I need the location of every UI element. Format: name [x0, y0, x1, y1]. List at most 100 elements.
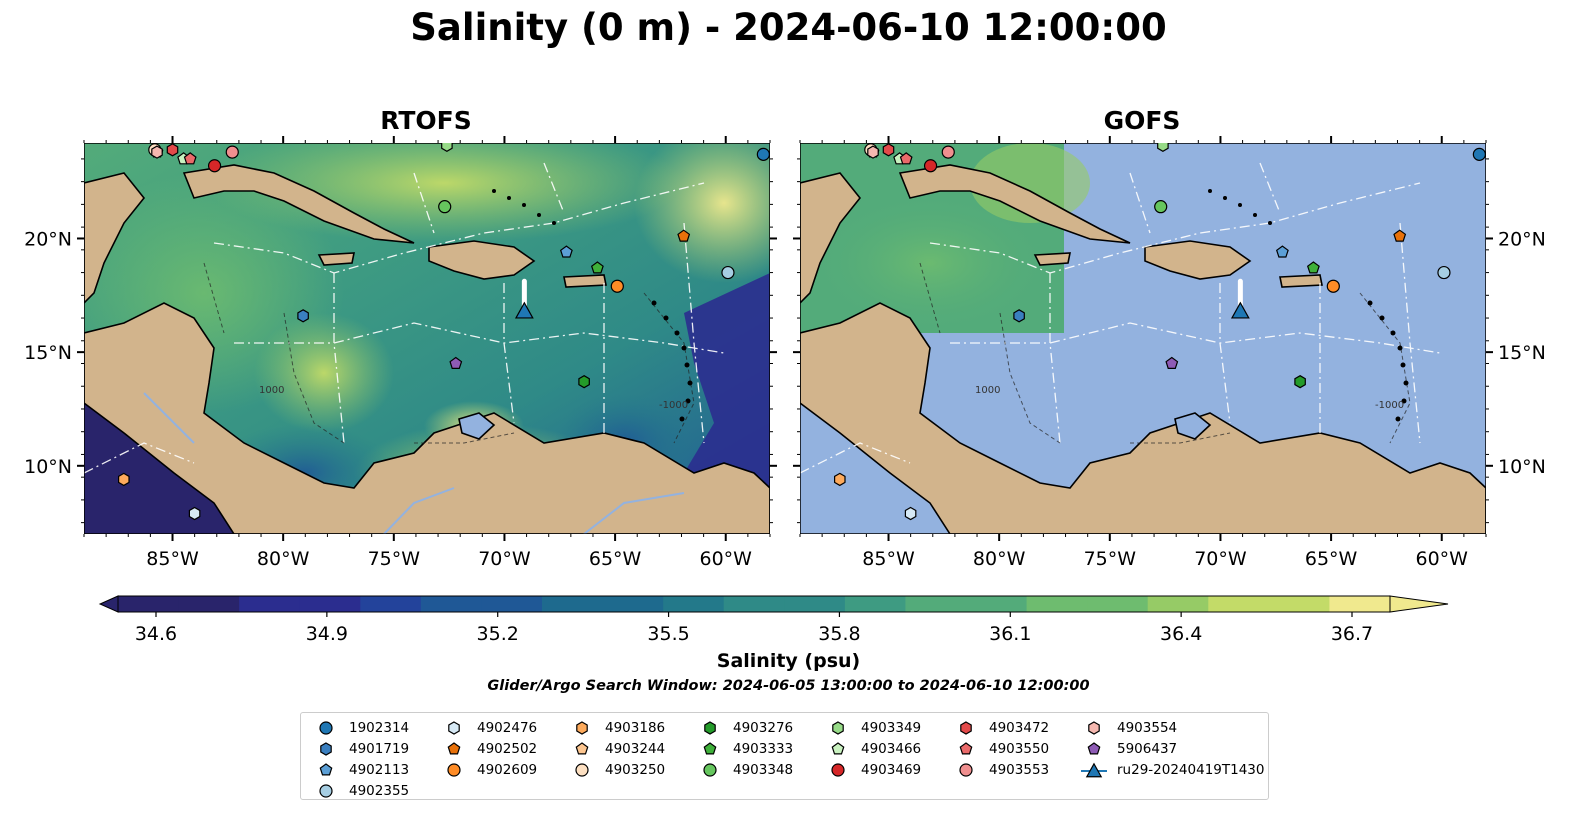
legend-marker-icon: [575, 741, 589, 754]
observation-marker-4903349: [1157, 143, 1169, 152]
observation-marker-4903553: [225, 145, 239, 159]
legend-label: 4903186: [605, 719, 666, 736]
rtofs-land: [84, 164, 770, 534]
observation-marker-4903469: [207, 159, 222, 173]
legend-item: 4902476: [441, 717, 537, 738]
legend-item: 4903553: [953, 759, 1049, 780]
legend-column: 4903276 4903333 4903348: [697, 717, 793, 780]
legend-item: 1902314: [313, 717, 409, 738]
y-tick-label: 15°N: [1498, 342, 1546, 364]
y-tick-label: 15°N: [24, 342, 72, 364]
legend-item: 4901719: [313, 738, 409, 759]
observation-marker-4902609: [1326, 279, 1340, 293]
legend: 1902314 4901719 4902113 4902355 4902476 49025…: [300, 712, 1269, 800]
observation-marker-4903554: [151, 145, 163, 159]
legend-item: 4903333: [697, 738, 793, 759]
legend-label: 4903348: [733, 761, 794, 778]
colorbar-tick-label: 35.8: [818, 623, 860, 645]
legend-marker-icon: [703, 741, 717, 754]
rtofs-observation-markers: [117, 143, 770, 521]
legend-marker-icon: [831, 741, 845, 754]
observation-marker-1902314: [1472, 147, 1486, 161]
legend-label: 1902314: [349, 719, 410, 736]
observation-marker-4903553: [941, 145, 955, 159]
colorbar-tick-label: 35.2: [477, 623, 519, 645]
legend-item: 4903276: [697, 717, 793, 738]
legend-marker-icon: [959, 741, 973, 754]
legend-label: 4903349: [861, 719, 922, 736]
legend-label: 4903469: [861, 761, 922, 778]
observation-marker-4903186: [117, 472, 130, 487]
observation-marker-ru29-20240419T1430: [514, 301, 534, 319]
legend-label: 4902355: [349, 782, 410, 799]
observation-marker-4903333: [590, 261, 604, 274]
legend-marker-icon: [575, 762, 589, 777]
colorbar-tick-label: 35.5: [647, 623, 689, 645]
observation-marker-4903333: [1306, 261, 1320, 274]
legend-marker-icon: [704, 720, 716, 735]
colorbar-tick-label: 36.7: [1331, 623, 1373, 645]
gofs-observation-markers: [833, 143, 1486, 521]
y-tick-label: 20°N: [24, 228, 72, 250]
search-window-note: Glider/Argo Search Window: 2024-06-05 13…: [487, 678, 1090, 694]
legend-column: 4903554 5906437 ru29-20240419T1430: [1081, 717, 1264, 780]
legend-marker-icon: [832, 720, 844, 735]
observation-marker-4902476: [904, 506, 917, 521]
observation-marker-4901719: [297, 309, 309, 323]
legend-marker-icon: [960, 720, 972, 735]
legend-label: 4902502: [477, 740, 538, 757]
legend-marker-icon: [1088, 720, 1100, 735]
colorbar-tick-label: 36.4: [1160, 623, 1202, 645]
observation-marker-4903554: [867, 145, 879, 159]
observation-marker-4902113: [559, 245, 573, 258]
colorbar-tick-label: 36.1: [989, 623, 1031, 645]
legend-column: 1902314 4901719 4902113 4902355: [313, 717, 409, 801]
observation-marker-4902355: [1437, 265, 1451, 280]
x-tick-label: 75°W: [1084, 548, 1137, 570]
observation-marker-4902609: [610, 279, 624, 293]
legend-item: 4903550: [953, 738, 1049, 759]
legend-marker-icon: [831, 762, 845, 777]
legend-label: 4903244: [605, 740, 666, 757]
legend-marker-icon: [319, 720, 333, 735]
observation-marker-4902502: [1393, 229, 1407, 242]
figure-title: Salinity (0 m) - 2024-06-10 12:00:00: [410, 6, 1167, 49]
legend-marker-icon: [959, 762, 973, 777]
legend-marker-icon: [1087, 741, 1101, 754]
legend-label: 4902609: [477, 761, 538, 778]
colorbar-label: Salinity (psu): [716, 650, 861, 672]
observation-marker-4903276: [578, 375, 590, 389]
legend-label: 4903553: [989, 761, 1050, 778]
legend-label: ru29-20240419T1430: [1117, 761, 1265, 778]
legend-item: 4903250: [569, 759, 665, 780]
y-tick-label: 20°N: [1498, 228, 1546, 250]
legend-marker-icon: [319, 783, 333, 798]
observation-marker-4902476: [188, 506, 201, 521]
legend-label: 4901719: [349, 740, 410, 757]
legend-label: 4902113: [349, 761, 410, 778]
legend-item: 4903472: [953, 717, 1049, 738]
legend-item: 4902609: [441, 759, 537, 780]
legend-marker-icon: [319, 762, 333, 775]
x-tick-label: 80°W: [257, 548, 310, 570]
legend-label: 5906437: [1117, 740, 1178, 757]
legend-label: 4903250: [605, 761, 666, 778]
observation-marker-4903550: [899, 152, 913, 165]
legend-item: 4902113: [313, 759, 409, 780]
legend-item: 4903244: [569, 738, 665, 759]
legend-marker-icon: [576, 720, 588, 735]
observation-marker-4902355: [721, 265, 735, 280]
legend-item: 4903348: [697, 759, 793, 780]
observation-marker-4901719: [1013, 309, 1025, 323]
legend-marker-icon: [320, 741, 332, 756]
colorbar-tick-label: 34.6: [135, 623, 177, 645]
observation-marker-4903276: [1294, 375, 1306, 389]
legend-item: 4903186: [569, 717, 665, 738]
legend-label: 4903554: [1117, 719, 1178, 736]
observation-marker-5906437: [1165, 356, 1179, 369]
observation-marker-4903472: [882, 143, 895, 157]
observation-marker-4903550: [183, 152, 197, 165]
observation-marker-4903469: [923, 159, 938, 173]
x-tick-label: 85°W: [146, 548, 199, 570]
x-tick-label: 85°W: [862, 548, 915, 570]
